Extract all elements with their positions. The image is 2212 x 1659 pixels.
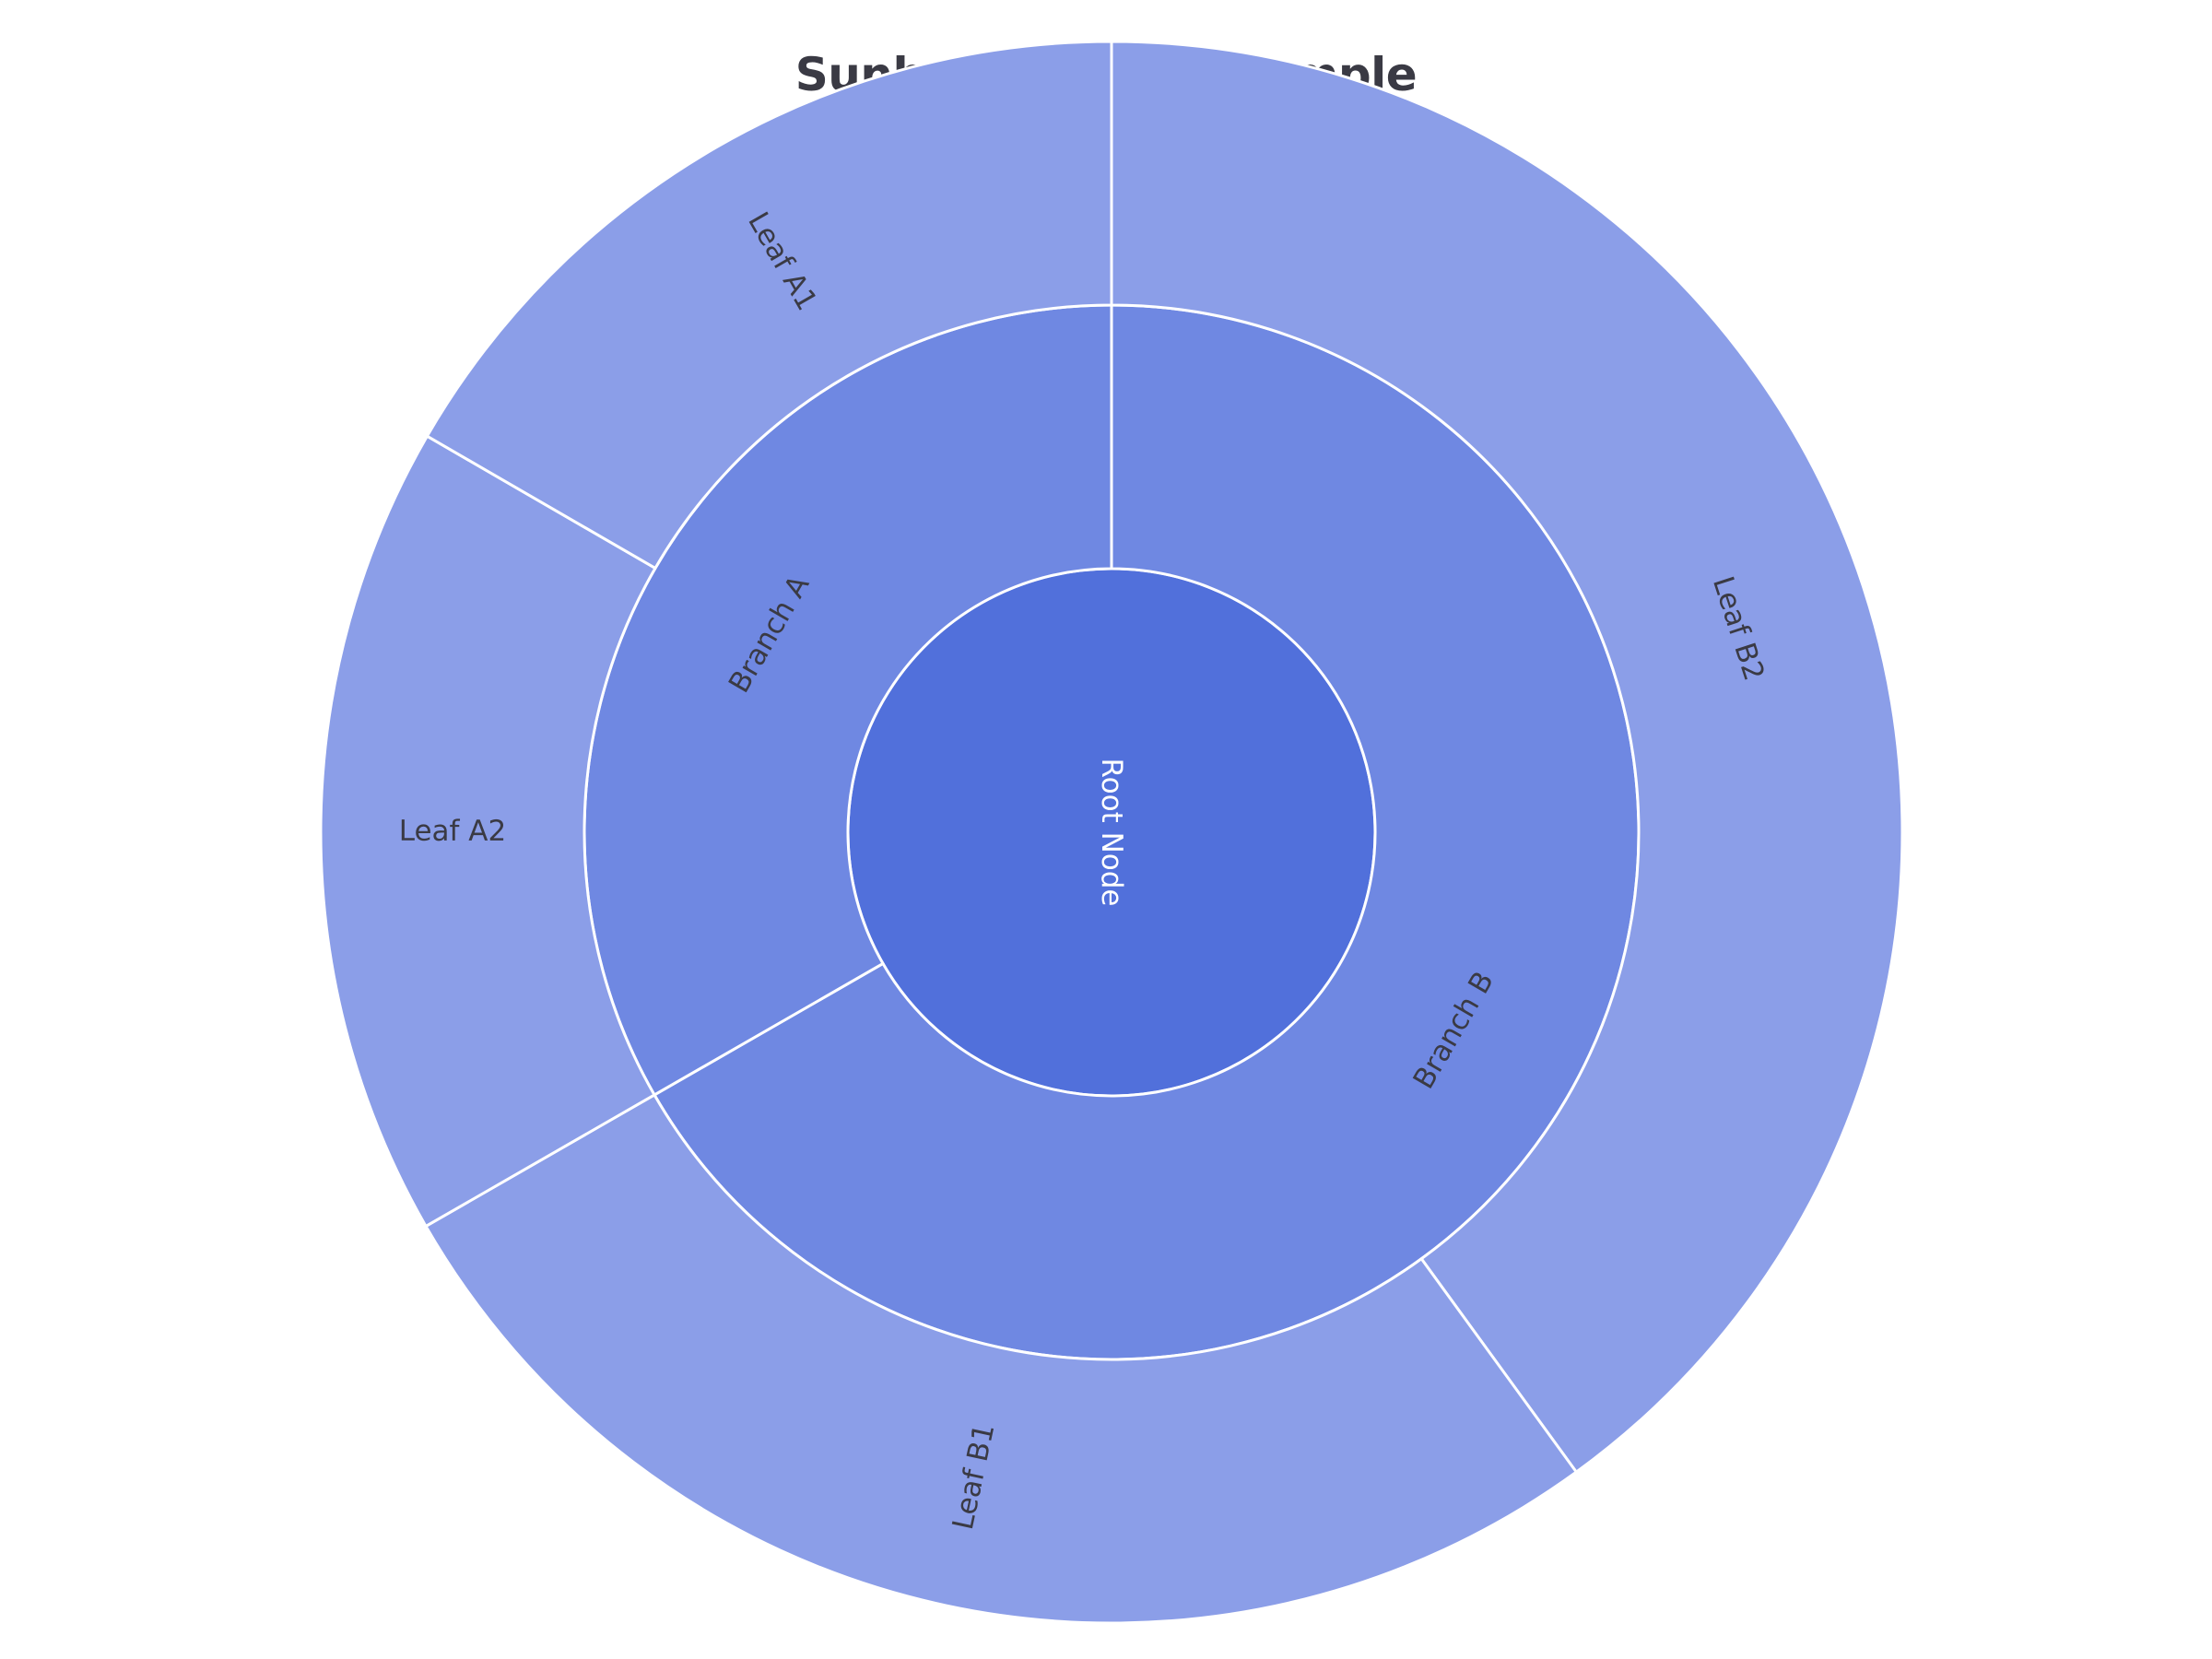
segment-leaf-a1[interactable] [425,40,1113,571]
segment-label-leaf-a2: Leaf A2 [399,815,507,848]
segment-leaf-b2[interactable] [1110,40,1904,1475]
segment-leaf-a2[interactable] [319,434,657,1229]
segment-leaf-b1[interactable] [424,1092,1579,1625]
segment-label-root: Root Node [1095,759,1128,907]
